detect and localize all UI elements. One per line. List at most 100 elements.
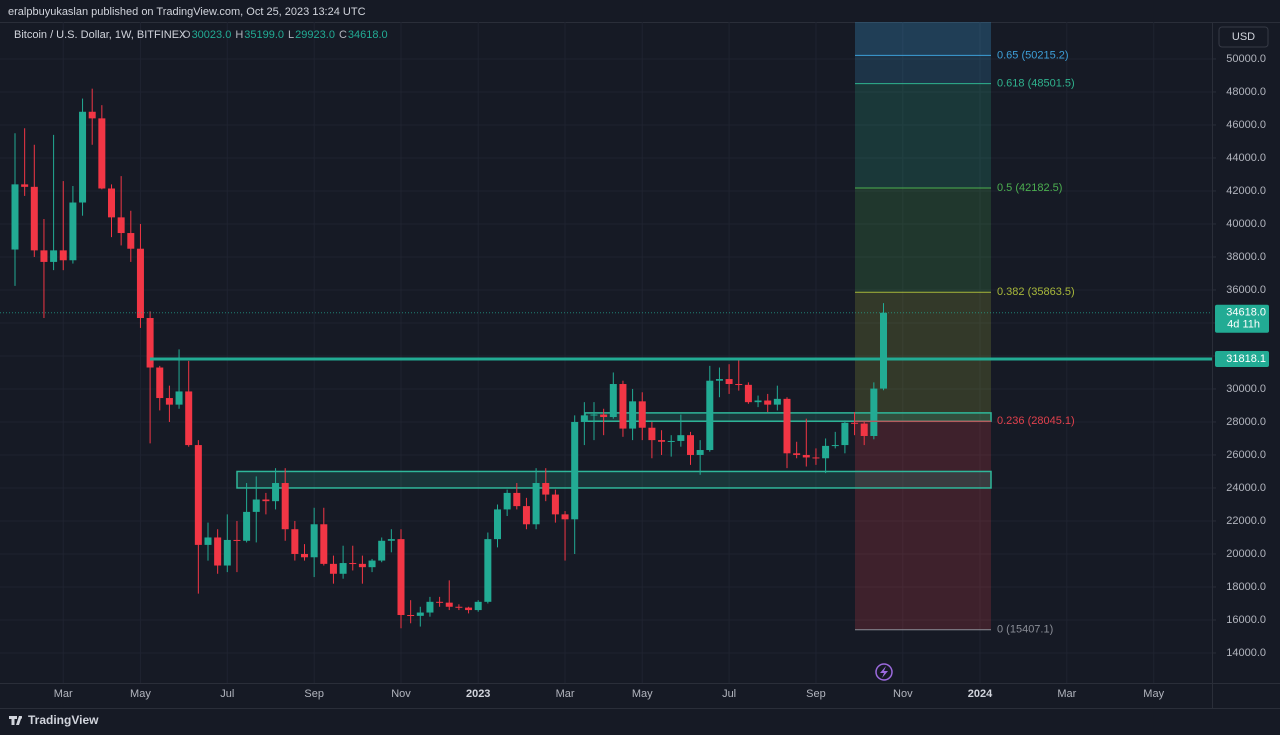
y-tick-label: 16000.0 (1226, 614, 1266, 626)
candle-body (600, 414, 608, 418)
candle-body (841, 422, 849, 446)
x-tick-label: Mar (556, 688, 575, 700)
y-tick-label: 36000.0 (1226, 284, 1266, 296)
ohlc-value: 30023.0 (192, 29, 232, 41)
y-tick-label: 50000.0 (1226, 53, 1266, 65)
candle-body (310, 524, 318, 558)
x-tick-label: May (1143, 688, 1164, 700)
ohlc-legend: O 30023.0 H 35199.0 L 29923.0 C 34618.0 (182, 29, 388, 41)
published: eralpbuyukaslan published on TradingView… (8, 6, 366, 18)
candle-body (252, 499, 260, 512)
candle-body (831, 445, 839, 447)
candle-body (870, 388, 878, 436)
candle-body (175, 391, 183, 405)
fib-zone (855, 22, 991, 56)
candle-body (243, 511, 251, 541)
candle-body (146, 318, 154, 368)
y-tick-label: 44000.0 (1226, 152, 1266, 164)
y-tick-label: 42000.0 (1226, 185, 1266, 197)
candle-body (503, 492, 511, 510)
candle-body (426, 601, 434, 613)
candle-body (320, 524, 328, 564)
candle-body (687, 435, 694, 455)
candle-body (98, 118, 106, 189)
candle-body (571, 421, 579, 520)
fib-zone (855, 83, 991, 188)
y-tick-label: 38000.0 (1226, 251, 1266, 263)
x-tick-label: 2024 (968, 688, 993, 700)
candle-body (69, 202, 77, 261)
candle-body (715, 379, 723, 381)
ohlc-key: C (339, 29, 347, 41)
last-price-box (1215, 304, 1269, 333)
candle-body (127, 233, 135, 249)
candle-body (387, 539, 395, 541)
x-tick-label: Mar (54, 688, 73, 700)
candle-body (484, 539, 492, 602)
plot (11, 22, 992, 630)
overlay: 0.65 (50215.2) 0.618 (48501.5) 0.5 (42182.… (0, 49, 1269, 636)
candle-body (793, 453, 801, 455)
candle-body (436, 601, 444, 603)
x-tick-label: Nov (893, 688, 913, 700)
candle-body (542, 483, 550, 495)
fib-label: 0.236 (28045.1) (997, 415, 1075, 427)
fib-label: 0.618 (48501.5) (997, 78, 1075, 90)
candle-body (50, 250, 58, 262)
x-tick-label: Jul (220, 688, 234, 700)
y-tick-label: 46000.0 (1226, 119, 1266, 131)
candle-body (706, 380, 714, 451)
lightning-icon (875, 663, 893, 681)
x-tick-label: Sep (806, 688, 826, 700)
symbol: Bitcoin / U.S. Dollar, 1W, BITFINEX (14, 29, 187, 41)
fib-label: 0.65 (50215.2) (997, 49, 1069, 61)
fib-zone (855, 421, 991, 630)
candle-body (513, 492, 521, 507)
candle-body (165, 398, 173, 405)
candle-body (301, 553, 308, 558)
fib-label: 0.5 (42182.5) (997, 182, 1062, 194)
candle-body (667, 440, 675, 442)
candle-body (629, 401, 637, 429)
y-tick-label: 40000.0 (1226, 218, 1266, 230)
candle-body (281, 483, 289, 530)
y-tick-label: 18000.0 (1226, 581, 1266, 593)
currency-button[interactable] (1218, 26, 1269, 48)
last-price-label: 34618.0 (1226, 307, 1266, 319)
level-label: 31818.1 (1226, 353, 1266, 365)
candle-body (532, 483, 540, 525)
candle-body (696, 450, 704, 455)
candle-body (339, 563, 347, 574)
candle-body (223, 539, 231, 566)
candle-body (108, 188, 115, 218)
x-tick-label: Nov (391, 688, 411, 700)
x-tick-label: May (130, 688, 151, 700)
candle-body (291, 529, 299, 554)
level-label-box (1215, 350, 1269, 367)
candle-body (349, 563, 357, 565)
y-tick-label: 28000.0 (1226, 416, 1266, 428)
x-tick-label: Mar (1057, 688, 1076, 700)
candle-body (860, 423, 868, 436)
candle-body (494, 509, 501, 540)
candle-body (802, 454, 810, 458)
candle-body (88, 111, 96, 119)
candle-body (754, 400, 762, 403)
candle-body (773, 398, 781, 405)
y-tick-label: 48000.0 (1226, 86, 1266, 98)
x-tick-label: May (632, 688, 653, 700)
candle-body (445, 602, 453, 607)
fib-zone (855, 55, 991, 84)
currency[interactable]: USD (1232, 31, 1255, 43)
candle-body (272, 483, 280, 502)
candle-body (416, 612, 424, 616)
candle-body (368, 560, 376, 568)
candle-body (185, 391, 193, 446)
candle-body (609, 384, 617, 418)
candle-body (551, 494, 559, 515)
candle-body (783, 398, 791, 454)
candle-body (580, 415, 588, 422)
candle-body (397, 539, 405, 616)
